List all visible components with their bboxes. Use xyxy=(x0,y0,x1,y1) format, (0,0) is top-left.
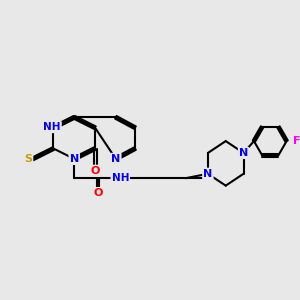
Text: N: N xyxy=(111,154,121,164)
Text: N: N xyxy=(70,154,79,164)
Text: O: O xyxy=(93,188,103,198)
Text: NH: NH xyxy=(43,122,61,132)
Text: S: S xyxy=(24,154,32,164)
Text: N: N xyxy=(239,148,248,158)
Text: N: N xyxy=(203,169,212,179)
Text: F: F xyxy=(293,136,300,146)
Text: O: O xyxy=(90,166,100,176)
Text: NH: NH xyxy=(112,173,129,183)
